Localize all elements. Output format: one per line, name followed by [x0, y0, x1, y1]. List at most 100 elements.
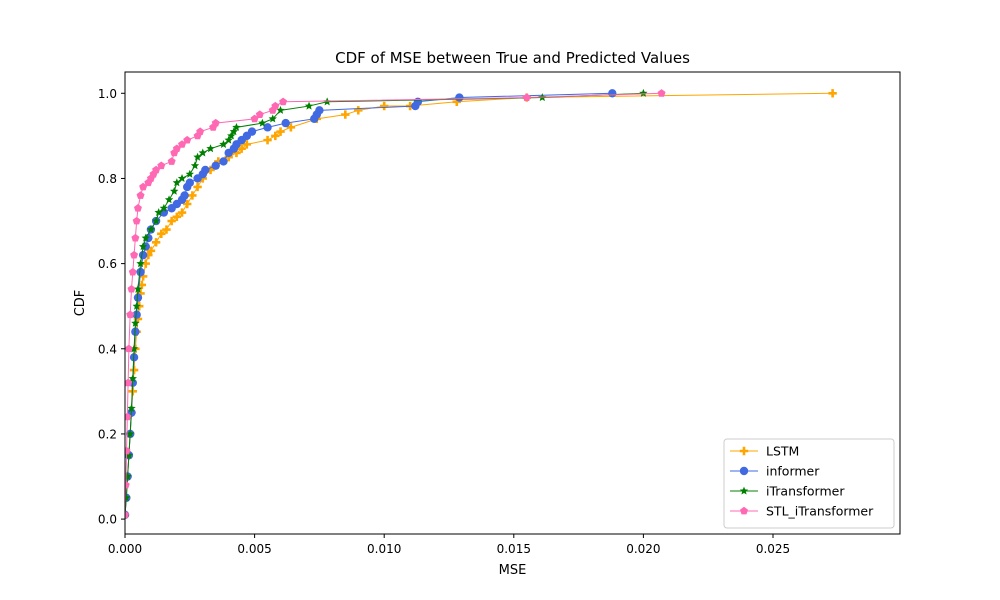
plot-area	[125, 88, 837, 520]
data-point-informer	[211, 161, 220, 170]
legend-label: LSTM	[766, 444, 799, 459]
data-point-LSTM	[242, 140, 252, 149]
data-point-iTransformer	[126, 429, 135, 438]
legend-label: iTransformer	[766, 484, 845, 499]
data-point-STL_iTransformer	[125, 412, 132, 421]
series-STL_iTransformer	[125, 89, 666, 519]
data-point-iTransformer	[125, 450, 134, 459]
data-point-iTransformer	[151, 216, 161, 225]
data-point-LSTM	[146, 246, 156, 256]
data-point-LSTM	[271, 131, 280, 141]
x-tick-label: 0.010	[367, 542, 401, 556]
data-point-iTransformer	[258, 118, 267, 127]
data-point-LSTM	[129, 365, 139, 375]
data-point-STL_iTransformer	[139, 182, 148, 191]
data-point-informer	[201, 165, 210, 175]
legend-item-informer: informer	[730, 464, 820, 479]
data-point-iTransformer	[224, 135, 233, 144]
x-tick-label: 0.020	[626, 542, 660, 556]
data-point-iTransformer	[185, 169, 194, 178]
data-point-LSTM	[193, 182, 202, 192]
data-point-iTransformer	[193, 152, 202, 161]
data-point-STL_iTransformer	[132, 216, 141, 225]
chart-title: CDF of MSE between True and Predicted Va…	[335, 49, 690, 67]
data-point-informer	[247, 127, 257, 136]
legend-marker	[739, 446, 749, 456]
legend-box	[723, 438, 895, 529]
legend-marker	[739, 466, 749, 476]
y-tick-label: 0.2	[98, 427, 117, 441]
legend-label: informer	[766, 464, 820, 479]
data-point-iTransformer	[131, 318, 140, 327]
data-point-iTransformer	[138, 242, 148, 251]
axes-frame	[124, 71, 901, 535]
data-point-STL_iTransformer	[125, 510, 129, 519]
data-point-STL_iTransformer	[130, 250, 139, 259]
data-point-STL_iTransformer	[279, 97, 288, 106]
data-point-iTransformer	[128, 374, 137, 383]
data-point-STL_iTransformer	[126, 310, 135, 319]
data-point-STL_iTransformer	[250, 114, 259, 123]
data-point-iTransformer	[219, 139, 228, 148]
data-point-LSTM	[157, 229, 166, 239]
data-point-STL_iTransformer	[271, 101, 280, 110]
y-axis: 0.0 0.2 0.4 0.6 0.8 1.0	[98, 87, 125, 527]
y-tick-label: 0.8	[98, 172, 117, 186]
data-point-iTransformer	[232, 122, 241, 131]
data-point-informer	[281, 118, 290, 128]
data-point-LSTM	[188, 191, 197, 200]
data-point-informer	[185, 178, 194, 187]
data-point-STL_iTransformer	[196, 127, 205, 136]
data-point-informer	[138, 250, 148, 260]
data-point-LSTM	[379, 101, 389, 111]
data-point-STL_iTransformer	[172, 144, 181, 153]
data-point-informer	[219, 157, 228, 166]
data-point-iTransformer	[276, 105, 285, 114]
data-point-iTransformer	[132, 301, 141, 310]
data-point-informer	[608, 89, 617, 98]
x-axis: 0.000 0.005 0.010 0.015 0.020 0.025	[108, 534, 790, 556]
data-point-iTransformer	[639, 88, 648, 97]
data-point-informer	[455, 93, 464, 102]
data-point-STL_iTransformer	[183, 135, 192, 144]
data-point-iTransformer	[136, 259, 145, 268]
legend-item-LSTM: LSTM	[730, 444, 799, 459]
x-axis-label: MSE	[499, 563, 527, 578]
data-point-iTransformer	[125, 472, 132, 481]
data-point-LSTM	[341, 110, 350, 119]
data-point-iTransformer	[129, 344, 139, 353]
legend-item-STL_iTransformer: STL_iTransformer	[730, 504, 874, 519]
data-point-STL_iTransformer	[125, 446, 131, 455]
legend-marker	[740, 506, 748, 515]
data-point-LSTM	[263, 135, 272, 145]
data-point-STL_iTransformer	[657, 89, 666, 97]
data-point-iTransformer	[159, 203, 169, 212]
data-point-iTransformer	[206, 144, 215, 153]
data-point-iTransformer	[229, 127, 239, 136]
x-tick-label: 0.000	[108, 542, 142, 556]
y-tick-label: 1.0	[98, 87, 117, 101]
data-point-LSTM	[162, 225, 171, 234]
data-point-STL_iTransformer	[125, 480, 130, 489]
data-point-iTransformer	[146, 225, 156, 234]
data-point-informer	[315, 106, 324, 115]
data-point-STL_iTransformer	[211, 118, 220, 127]
data-point-LSTM	[177, 208, 187, 217]
data-point-iTransformer	[198, 148, 207, 157]
data-point-LSTM	[172, 212, 182, 221]
data-point-LSTM	[828, 89, 837, 98]
data-point-LSTM	[151, 238, 161, 247]
y-tick-label: 0.4	[98, 342, 117, 356]
y-tick-label: 0.6	[98, 257, 117, 271]
data-point-STL_iTransformer	[255, 110, 264, 118]
data-point-STL_iTransformer	[157, 161, 166, 170]
data-point-STL_iTransformer	[125, 344, 133, 353]
data-point-iTransformer	[177, 174, 187, 183]
data-point-iTransformer	[125, 493, 131, 502]
data-point-iTransformer	[164, 195, 174, 204]
data-point-informer	[136, 267, 145, 277]
series-iTransformer	[125, 88, 648, 519]
data-point-STL_iTransformer	[127, 284, 136, 293]
data-point-informer	[263, 123, 272, 132]
